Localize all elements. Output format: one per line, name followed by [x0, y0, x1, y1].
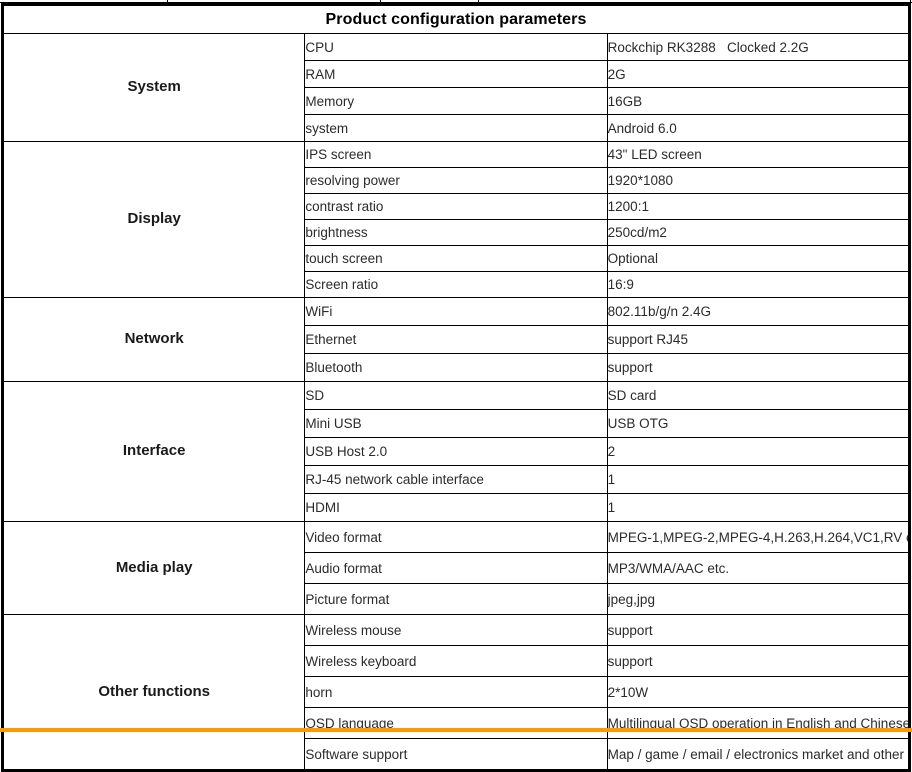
spec-key: RJ-45 network cable interface	[304, 465, 608, 494]
table-row: Media play Video format MPEG-1,MPEG-2,MP…	[1, 521, 911, 615]
spec-value: 250cd/m2	[606, 219, 911, 246]
table-row: Interface SD SD card	[1, 381, 911, 522]
spec-value: 1200:1	[606, 193, 911, 220]
table-row: Mini USB USB OTG	[3, 409, 911, 438]
table-row: RAM 2G	[3, 60, 911, 88]
spec-value: Multilingual OSD operation in English an…	[606, 707, 911, 739]
spec-value: Optional	[606, 245, 911, 272]
spec-key: Wireless keyboard	[304, 645, 608, 677]
table-row: Other functions Wireless mouse support	[1, 614, 911, 771]
spec-key: OSD language	[304, 707, 608, 739]
clipped-column-divider	[478, 0, 479, 2]
spec-key: Bluetooth	[304, 353, 608, 382]
spec-key: Memory	[304, 87, 608, 115]
table-row: contrast ratio 1200:1	[3, 193, 911, 220]
clipped-column-divider	[910, 0, 911, 2]
spec-key: CPU	[304, 33, 608, 61]
spec-key: Picture format	[304, 583, 608, 615]
table-row: Wireless keyboard support	[3, 645, 911, 677]
spec-value: SD card	[606, 381, 911, 410]
spec-key: Wireless mouse	[304, 614, 608, 646]
spec-key: WiFi	[304, 297, 608, 326]
spec-value: 1920*1080	[606, 167, 911, 194]
spec-key: USB Host 2.0	[304, 437, 608, 466]
table-row: Network WiFi 802.11b/g/n 2.4G	[1, 297, 911, 382]
spec-value: 802.11b/g/n 2.4G	[606, 297, 911, 326]
section-label-interface: Interface	[1, 381, 306, 522]
table-row: Screen ratio 16:9	[3, 271, 911, 298]
spec-key: RAM	[304, 60, 608, 88]
spec-key: system	[304, 114, 608, 142]
spec-value: Rockchip RK3288 Clocked 2.2G	[606, 33, 911, 61]
spec-value: MPEG-1,MPEG-2,MPEG-4,H.263,H.264,VC1,RV …	[606, 521, 911, 553]
spec-key: brightness	[304, 219, 608, 246]
spec-value: support	[606, 353, 911, 382]
spec-value: support RJ45	[606, 325, 911, 354]
spec-value: Map / game / email / electronics market …	[606, 738, 911, 771]
clipped-table-top-edge	[0, 0, 912, 3]
table-row: touch screen Optional	[3, 245, 911, 272]
page-title: Product configuration parameters	[2, 4, 910, 34]
section-label-network: Network	[1, 297, 306, 382]
spec-key: horn	[304, 676, 608, 708]
table-row: system Android 6.0	[3, 114, 911, 142]
next-section-orange-band	[0, 728, 912, 732]
spec-value: 16GB	[606, 87, 911, 115]
table-row: brightness 250cd/m2	[3, 219, 911, 246]
spec-key: Audio format	[304, 552, 608, 584]
table-row: USB Host 2.0 2	[3, 437, 911, 466]
spec-key: contrast ratio	[304, 193, 608, 220]
spec-key: HDMI	[304, 493, 608, 522]
spec-key: IPS screen	[304, 141, 608, 168]
section-label-display: Display	[1, 141, 306, 298]
table-row: Audio format MP3/WMA/AAC etc.	[3, 552, 911, 584]
table-row: Display IPS screen 43" LED screen	[1, 141, 911, 298]
spec-value: 2	[606, 437, 911, 466]
clipped-column-divider	[380, 0, 381, 2]
table-title-row: Product configuration parameters	[2, 4, 910, 34]
section-label-other-functions: Other functions	[1, 614, 306, 771]
table-row: Ethernet support RJ45	[3, 325, 911, 354]
spec-key: touch screen	[304, 245, 608, 272]
spec-key: Software support	[304, 738, 608, 771]
spec-value: 43" LED screen	[606, 141, 911, 168]
table-row: HDMI 1	[3, 493, 911, 522]
spec-value: 1	[606, 465, 911, 494]
spec-value: 1	[606, 493, 911, 522]
spec-key: Screen ratio	[304, 271, 608, 298]
spec-key: SD	[304, 381, 608, 410]
section-label-media-play: Media play	[1, 521, 306, 615]
spec-key: Mini USB	[304, 409, 608, 438]
spec-value: jpeg,jpg	[606, 583, 911, 615]
spec-key: Video format	[304, 521, 608, 553]
spec-value: support	[606, 614, 911, 646]
spec-value: 16:9	[606, 271, 911, 298]
clipped-column-divider	[167, 0, 168, 2]
spec-value: 2G	[606, 60, 911, 88]
spec-value: support	[606, 645, 911, 677]
spec-value: Android 6.0	[606, 114, 911, 142]
table-row: Picture format jpeg,jpg	[3, 583, 911, 615]
table-row: horn 2*10W	[3, 676, 911, 708]
product-configuration-table: Product configuration parameters System …	[1, 3, 911, 772]
spec-key: Ethernet	[304, 325, 608, 354]
spec-value: 2*10W	[606, 676, 911, 708]
table-row: System CPU Rockchip RK3288 Clocked 2.2G	[1, 33, 911, 142]
table-row: resolving power 1920*1080	[3, 167, 911, 194]
spec-value: MP3/WMA/AAC etc.	[606, 552, 911, 584]
table-body: Product configuration parameters System …	[1, 4, 911, 771]
spec-value: USB OTG	[606, 409, 911, 438]
section-label-system: System	[1, 33, 306, 142]
spec-key: resolving power	[304, 167, 608, 194]
